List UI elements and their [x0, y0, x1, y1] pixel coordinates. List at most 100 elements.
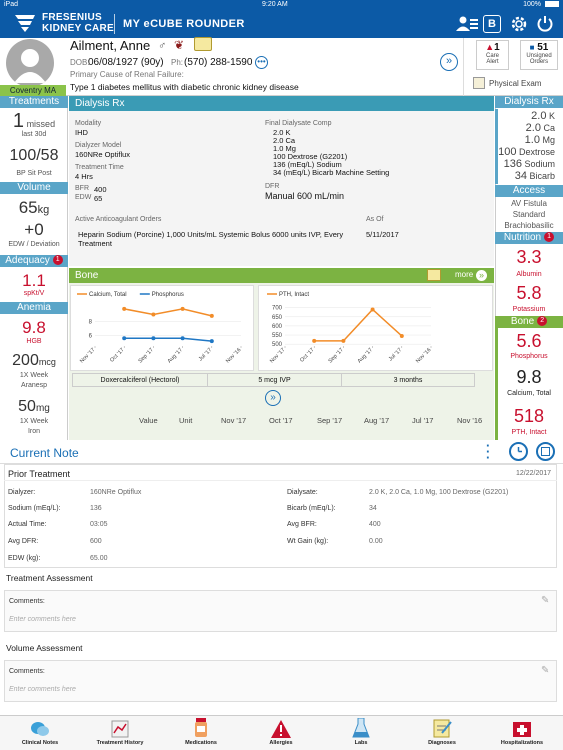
- bp-value: 100/58: [9, 147, 59, 164]
- tab-allergies[interactable]: Allergies: [241, 716, 321, 750]
- rx-unit: Dextrose: [518, 147, 555, 157]
- kidney-icon: ❦: [174, 38, 185, 52]
- volume-header[interactable]: Volume: [0, 182, 68, 194]
- care-alert-box[interactable]: ▲1 Care Alert: [476, 40, 509, 70]
- b-button[interactable]: B: [483, 15, 501, 33]
- document-icon[interactable]: [194, 37, 212, 51]
- bone-summary-header[interactable]: Bone 2: [495, 316, 563, 328]
- dialyzer-value: 160NRe Optiflux: [75, 150, 131, 159]
- tab-labs[interactable]: Labs: [321, 716, 401, 750]
- col-date: Jul '17: [412, 416, 434, 425]
- more-chevron-icon[interactable]: »: [476, 270, 487, 281]
- anticoag-value: Heparin Sodium (Porcine) 1,000 Units/mL …: [78, 230, 344, 248]
- y-tick-label: 550: [272, 333, 283, 339]
- dfr-value: Manual 600 mL/min: [265, 191, 345, 201]
- rx-line: 2.0 K: [495, 110, 563, 122]
- tab-treatment-history[interactable]: Treatment History: [80, 716, 160, 750]
- legend-label: Calcium, Total: [89, 292, 127, 298]
- series-line: [124, 308, 212, 317]
- pth-chart-svg: PTH, Intact 500 550 600 650 700 Nov '17 Oct '17…: [267, 292, 432, 364]
- aranesp-row: 200mcg: [0, 352, 68, 370]
- iron-unit: mg: [35, 403, 50, 414]
- brand-line2: KIDNEY CARE: [42, 23, 115, 34]
- legend-label: PTH, Intact: [279, 292, 309, 298]
- patients-icon[interactable]: [456, 13, 478, 35]
- note-menu-icon[interactable]: · · ·: [486, 438, 491, 465]
- edw-value: 65: [18, 198, 38, 217]
- access-header[interactable]: Access: [495, 185, 563, 197]
- x-tick-label: Nov '17: [269, 347, 286, 364]
- tab-diagnoses[interactable]: Diagnoses: [402, 716, 482, 750]
- power-icon[interactable]: [534, 13, 556, 35]
- modality-label: Modality: [75, 120, 102, 127]
- nutrition-badge: 1: [544, 232, 555, 243]
- dialysis-rx-panel: [69, 96, 494, 266]
- missed-value: 1: [12, 110, 25, 132]
- volume-comments-box[interactable]: [4, 660, 557, 702]
- access-line2: Standard: [512, 210, 546, 219]
- care-alert-label2: Alert: [486, 59, 499, 65]
- x-tick-label: Sep '17: [328, 347, 345, 364]
- x-tick-label: Jul '17: [198, 347, 213, 362]
- nutrition-header[interactable]: Nutrition 1: [495, 232, 563, 244]
- dfr-label: DFR: [265, 183, 280, 190]
- rx-line: 1.0 Mg: [495, 134, 563, 146]
- data-point: [122, 306, 127, 311]
- more-link[interactable]: more: [455, 270, 474, 279]
- dialysate-line: 2.0 K: [273, 128, 291, 137]
- sptkv-label: spKt/V: [23, 290, 45, 297]
- med-dose: 5 mcg IVP: [207, 373, 342, 387]
- x-tick-label: Oct '17: [109, 347, 125, 363]
- clock-icon[interactable]: [509, 442, 528, 461]
- expand-chevron-icon[interactable]: »: [440, 53, 458, 71]
- more-options-icon[interactable]: •••: [255, 56, 268, 69]
- phone-label: Ph:: [171, 58, 184, 67]
- field-value: 34: [369, 505, 377, 512]
- data-point: [312, 338, 317, 343]
- tab-clinical-notes[interactable]: Clinical Notes: [0, 716, 80, 750]
- data-point: [399, 333, 404, 338]
- treatment-comments-placeholder[interactable]: Enter comments here: [9, 616, 76, 623]
- rx-summary-header[interactable]: Dialysis Rx: [495, 96, 563, 108]
- tab-medications[interactable]: Medications: [161, 716, 241, 750]
- edit-icon[interactable]: ✎: [541, 665, 550, 676]
- physical-exam-link[interactable]: Physical Exam: [489, 79, 542, 88]
- volume-comments-placeholder[interactable]: Enter comments here: [9, 686, 76, 693]
- adequacy-header[interactable]: Adequacy 1: [0, 255, 68, 267]
- bottom-tab-bar: Clinical Notes Treatment History Medicat…: [0, 715, 563, 750]
- expand-table-icon[interactable]: »: [265, 390, 281, 406]
- field-value: 65.00: [90, 555, 108, 562]
- deviation-value: +0: [24, 220, 44, 239]
- rx-num: 34: [514, 170, 527, 182]
- warning-triangle-icon: [271, 720, 291, 738]
- anemia-header[interactable]: Anemia: [0, 302, 68, 314]
- comments-label: Comments:: [9, 598, 45, 605]
- tab-hospitalizations[interactable]: Hospitalizations: [482, 716, 562, 750]
- data-point: [180, 306, 185, 311]
- dialysate-line: 34 (mEq/L) Bicarb Machine Setting: [273, 168, 390, 177]
- x-tick-label: Nov '17: [79, 347, 96, 364]
- iron-row: 50mg: [0, 398, 68, 416]
- settings-gear-icon[interactable]: [508, 13, 530, 35]
- unsigned-orders-box[interactable]: ■ 51 Unsigned Orders: [520, 40, 558, 70]
- data-point: [151, 336, 156, 341]
- aranesp-value: 200: [12, 352, 39, 369]
- x-tick-label: Oct '17: [299, 347, 315, 363]
- col-date: Oct '17: [269, 416, 293, 425]
- legend-label: Phosphorus: [152, 292, 184, 298]
- fresenius-logo-icon: [15, 15, 35, 32]
- bone-panel-header[interactable]: Bone: [69, 268, 494, 283]
- cause-value: Type 1 diabetes mellitus with diabetic c…: [70, 82, 299, 92]
- y-tick-label: 650: [272, 315, 283, 321]
- dialysis-rx-header[interactable]: Dialysis Rx: [69, 96, 494, 111]
- treatments-header[interactable]: Treatments: [0, 96, 68, 108]
- y-tick-label: 8: [89, 320, 93, 326]
- field-label: Bicarb (mEq/L):: [287, 505, 336, 512]
- edit-icon[interactable]: ✎: [541, 595, 550, 606]
- banner-divider: [463, 38, 464, 96]
- note-icon[interactable]: [427, 269, 441, 281]
- lab-table-header: Value Unit Nov '17 Oct '17 Sep '17 Aug '…: [69, 416, 494, 430]
- stop-icon[interactable]: [536, 442, 555, 461]
- missed-label: missed: [26, 119, 56, 129]
- treatment-comments-box[interactable]: [4, 590, 557, 632]
